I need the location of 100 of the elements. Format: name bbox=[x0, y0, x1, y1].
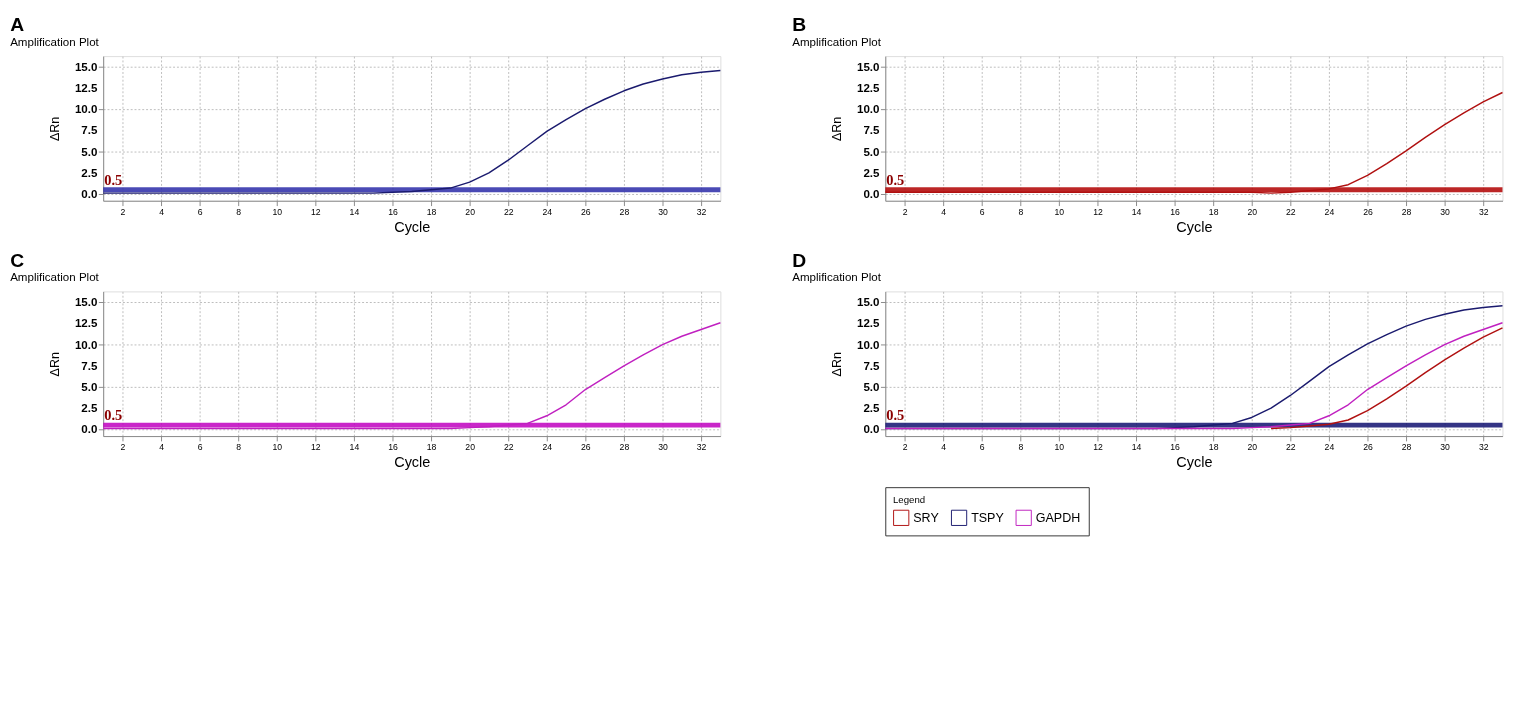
chart-subtitle: Amplification Plot bbox=[792, 271, 882, 284]
ref-line-label: 0.5 bbox=[104, 407, 123, 424]
y-tick-label: 15.0 bbox=[857, 296, 880, 309]
x-tick-label: 26 bbox=[581, 442, 591, 453]
y-tick-label: 2.5 bbox=[81, 166, 98, 179]
y-tick-label: 5.0 bbox=[863, 380, 880, 393]
x-tick-label: 12 bbox=[311, 206, 321, 217]
x-tick-label: 4 bbox=[159, 206, 165, 217]
line-series bbox=[102, 321, 722, 430]
y-tick-label: 10.0 bbox=[74, 103, 98, 116]
x-tick-label: 22 bbox=[1286, 442, 1296, 453]
y-tick-label: 5.0 bbox=[81, 145, 98, 158]
y-tick-label: 5.0 bbox=[81, 380, 98, 393]
x-tick-label: 28 bbox=[619, 206, 630, 217]
y-tick-label: 12.5 bbox=[857, 82, 881, 95]
x-tick-label: 16 bbox=[1170, 206, 1181, 217]
y-tick-label: 2.5 bbox=[863, 402, 881, 415]
x-tick-label: 14 bbox=[1131, 206, 1142, 217]
x-tick-label: 32 bbox=[696, 206, 707, 217]
y-tick-label: 5.0 bbox=[863, 145, 880, 158]
y-tick-label: 0.0 bbox=[81, 187, 98, 200]
x-tick-label: 12 bbox=[1093, 206, 1103, 217]
x-tick-label: 6 bbox=[197, 206, 203, 217]
x-tick-label: 18 bbox=[1208, 442, 1219, 453]
x-tick-label: 26 bbox=[1363, 206, 1373, 217]
x-tick-label: 30 bbox=[658, 206, 668, 217]
chart-subtitle: Amplification Plot bbox=[10, 35, 100, 48]
y-axis-title: ΔRn bbox=[47, 352, 62, 377]
chart-title: B bbox=[792, 14, 807, 36]
x-tick-label: 10 bbox=[272, 206, 283, 217]
x-tick-label: 10 bbox=[1054, 206, 1065, 217]
x-tick-label: 32 bbox=[696, 442, 707, 453]
x-tick-label: 8 bbox=[236, 206, 242, 217]
x-tick-label: 32 bbox=[1478, 206, 1489, 217]
chart-subtitle: Amplification Plot bbox=[792, 35, 882, 48]
x-tick-label: 20 bbox=[1247, 206, 1258, 217]
x-tick-label: 18 bbox=[426, 442, 437, 453]
x-tick-label: 26 bbox=[581, 206, 591, 217]
x-tick-label: 8 bbox=[236, 442, 242, 453]
ref-line-label: 0.5 bbox=[886, 171, 905, 188]
y-tick-label: 10.0 bbox=[74, 338, 98, 351]
legend-label: GAPDH bbox=[1035, 510, 1081, 525]
x-axis-title: Cycle bbox=[394, 454, 431, 471]
x-tick-label: 18 bbox=[426, 206, 437, 217]
y-tick-label: 12.5 bbox=[857, 317, 881, 330]
y-tick-label: 12.5 bbox=[74, 82, 98, 95]
x-tick-label: 20 bbox=[1247, 442, 1258, 453]
legend-label: SRY bbox=[913, 510, 940, 525]
ref-line-label: 0.5 bbox=[104, 171, 123, 188]
x-tick-label: 30 bbox=[658, 442, 668, 453]
x-tick-label: 10 bbox=[272, 442, 283, 453]
x-tick-label: 14 bbox=[349, 206, 360, 217]
x-tick-label: 16 bbox=[1170, 442, 1181, 453]
x-tick-label: 30 bbox=[1440, 206, 1451, 217]
chart-title: C bbox=[10, 249, 25, 271]
x-tick-label: 2 bbox=[902, 206, 908, 217]
line-series bbox=[884, 91, 1504, 194]
x-tick-label: 2 bbox=[120, 206, 126, 217]
y-axis-title: ΔRn bbox=[47, 116, 62, 142]
x-axis-title: Cycle bbox=[394, 219, 431, 236]
y-tick-label: 12.5 bbox=[74, 317, 98, 330]
x-tick-label: 30 bbox=[1440, 442, 1451, 453]
x-tick-label: 6 bbox=[197, 442, 203, 453]
y-tick-label: 0.0 bbox=[81, 423, 98, 436]
x-tick-label: 24 bbox=[542, 442, 553, 453]
y-tick-label: 0.0 bbox=[863, 187, 880, 200]
y-tick-label: 15.0 bbox=[74, 60, 98, 73]
y-tick-label: 0.0 bbox=[863, 423, 880, 436]
line-series bbox=[1270, 327, 1504, 430]
x-tick-label: 18 bbox=[1208, 206, 1219, 217]
x-tick-label: 28 bbox=[1401, 206, 1412, 217]
x-tick-label: 20 bbox=[465, 442, 476, 453]
x-tick-label: 4 bbox=[941, 206, 947, 217]
x-tick-label: 24 bbox=[1324, 206, 1335, 217]
legend-label: TSPY bbox=[971, 510, 1005, 525]
chart-title: D bbox=[792, 249, 807, 271]
chart-title: A bbox=[10, 14, 25, 36]
y-tick-label: 10.0 bbox=[857, 103, 880, 116]
x-tick-label: 4 bbox=[941, 442, 947, 453]
x-tick-label: 16 bbox=[388, 206, 398, 217]
x-tick-label: 28 bbox=[1401, 442, 1412, 453]
x-tick-label: 8 bbox=[1018, 442, 1024, 453]
x-tick-label: 22 bbox=[503, 442, 514, 453]
x-tick-label: 12 bbox=[1093, 442, 1103, 453]
x-tick-label: 2 bbox=[902, 442, 908, 453]
line-series bbox=[102, 69, 722, 194]
y-tick-label: 2.5 bbox=[81, 402, 98, 415]
x-tick-label: 22 bbox=[503, 206, 514, 217]
x-tick-label: 12 bbox=[311, 442, 321, 453]
x-axis-title: Cycle bbox=[1176, 454, 1213, 471]
chart-subtitle: Amplification Plot bbox=[10, 271, 100, 284]
y-tick-label: 15.0 bbox=[74, 296, 98, 309]
x-tick-label: 22 bbox=[1286, 206, 1296, 217]
x-tick-label: 6 bbox=[979, 442, 985, 453]
y-tick-label: 7.5 bbox=[863, 124, 881, 137]
y-axis-title: ΔRn bbox=[829, 116, 844, 142]
x-tick-label: 26 bbox=[1363, 442, 1373, 453]
y-tick-label: 2.5 bbox=[863, 166, 881, 179]
legend-title: Legend bbox=[893, 493, 926, 505]
y-tick-label: 7.5 bbox=[863, 359, 881, 372]
